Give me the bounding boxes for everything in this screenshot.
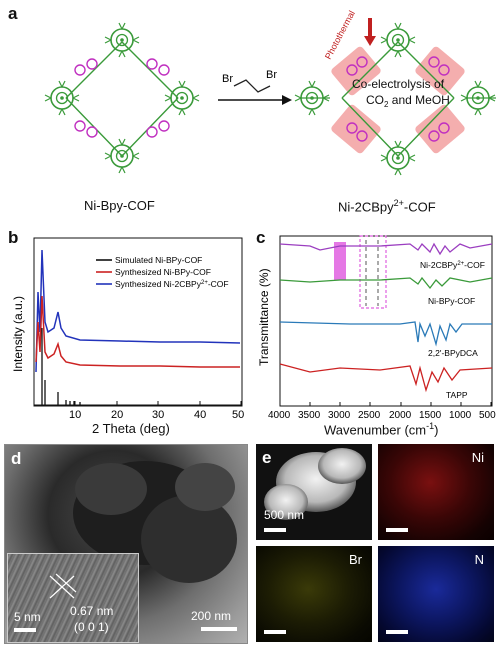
trace-label: TAPP (446, 390, 468, 400)
plane-label: (0 0 1) (74, 620, 109, 634)
inset-scale-bar (14, 628, 36, 632)
ni-element-map: Ni (378, 444, 494, 540)
particle-cluster (73, 461, 237, 583)
process-text-line2: CO2 and MeOH (366, 93, 450, 109)
panel-b-xrd-chart: Simulated Ni-BPy-COF Synthesized Ni-BPy-… (11, 237, 244, 421)
panel-b-label: b (8, 228, 19, 247)
trace-label: Ni-BPy-COF (428, 296, 475, 306)
x-tick-label: 1000 (449, 410, 472, 421)
lattice-marker (49, 573, 77, 599)
scale-label: 200 nm (191, 609, 232, 623)
ni-2cbpy-cof-structure (294, 22, 496, 176)
map-scale-bar (264, 630, 286, 634)
haadf-scale-label: 500 nm (264, 508, 305, 522)
series-blue (35, 249, 241, 373)
trace-blue (279, 321, 492, 347)
legend-item: Synthesized Ni-BPy-COF (115, 267, 211, 277)
panel-d-tem-image: d 5 nm 0.67 nm (0 0 1) 200 nm (4, 444, 248, 644)
x-tick-label: 20 (111, 409, 123, 421)
x-tick-label: 3000 (328, 410, 351, 421)
panel-c-x-axis-label: Wavenumber (cm-1) (324, 421, 439, 438)
porphyrin-node (44, 80, 80, 116)
highlight-band (334, 242, 346, 280)
panel-d-label: d (11, 449, 22, 468)
series-red (35, 295, 240, 368)
panel-a-label: a (8, 4, 18, 23)
x-tick-label: 4000 (268, 410, 291, 421)
bipyridine-linker (74, 58, 170, 138)
trace-label: 2,2'-BPyDCA (428, 348, 478, 358)
haadf-particle (264, 448, 366, 520)
map-scale-bar (386, 528, 408, 532)
reagent-br-right: Br (266, 69, 277, 81)
plot-frame (33, 237, 243, 407)
x-tick-label: 2000 (389, 410, 412, 421)
left-structure-name: Ni-Bpy-COF (84, 198, 155, 213)
panel-e-haadf-image: e 500 nm (256, 444, 372, 540)
x-tick-label: 2500 (358, 410, 381, 421)
trace-label: Ni-2CBPy2+-COF (420, 260, 485, 270)
d-spacing-label: 0.67 nm (70, 604, 114, 618)
x-tick-label: 500 (479, 410, 496, 421)
porphyrin-node (380, 22, 416, 58)
br-element-map: Br (256, 546, 372, 642)
panel-b-x-axis-label: 2 Theta (deg) (92, 421, 170, 436)
x-tick-label: 1500 (419, 410, 442, 421)
dibromoethane-reagent (233, 79, 271, 93)
trace-red (279, 363, 493, 393)
scale-bar (201, 627, 237, 631)
element-label: Ni (471, 450, 484, 465)
y-axis-label: Intensity (a.u.) (11, 296, 25, 372)
process-text-line1: Co-electrolysis of (352, 77, 445, 91)
panel-c-ftir-chart: Ni-2CBPy2+-COF Ni-BPy-COF 2,2'-BPyDCA TA… (257, 235, 496, 421)
x-tick-label: 40 (194, 409, 206, 421)
element-label: N (474, 552, 484, 567)
reagent-br-left: Br (222, 73, 233, 85)
porphyrin-node (164, 80, 200, 116)
x-tick-label: 3500 (298, 410, 321, 421)
inset-scale-label: 5 nm (14, 610, 41, 624)
legend: Simulated Ni-BPy-COF Synthesized Ni-BPy-… (96, 255, 229, 289)
y-axis-label: Transmittance (%) (257, 268, 271, 366)
panel-c-label: c (256, 228, 266, 247)
highlight-box (359, 235, 387, 309)
element-label: Br (349, 552, 362, 567)
panel-e-label: e (262, 448, 272, 467)
x-tick-label: 50 (232, 409, 244, 421)
legend-item: Synthesized Ni-2CBPy2+-COF (115, 279, 229, 289)
trace-purple (279, 242, 493, 256)
legend-item: Simulated Ni-BPy-COF (115, 255, 202, 265)
porphyrin-node (380, 140, 416, 176)
charged-bipyridine-linker (346, 56, 450, 142)
hrtem-inset: 5 nm 0.67 nm (0 0 1) (7, 553, 139, 643)
x-tick-label: 10 (69, 409, 81, 421)
trace-green (279, 276, 493, 290)
photothermal-arrow (364, 18, 376, 46)
reaction-arrow (218, 95, 292, 105)
haadf-scale-bar (264, 528, 286, 532)
porphyrin-node (104, 22, 140, 58)
map-scale-bar (386, 630, 408, 634)
panel-a-schematic: Br Br Photothermal Co-electrolysis of CO… (44, 9, 496, 176)
n-element-map: N (378, 546, 494, 642)
x-tick-label: 30 (152, 409, 164, 421)
series-black (41, 328, 81, 405)
right-structure-name: Ni-2CBpy2+-COF (338, 198, 436, 215)
ni-bpy-cof-structure (44, 22, 200, 174)
